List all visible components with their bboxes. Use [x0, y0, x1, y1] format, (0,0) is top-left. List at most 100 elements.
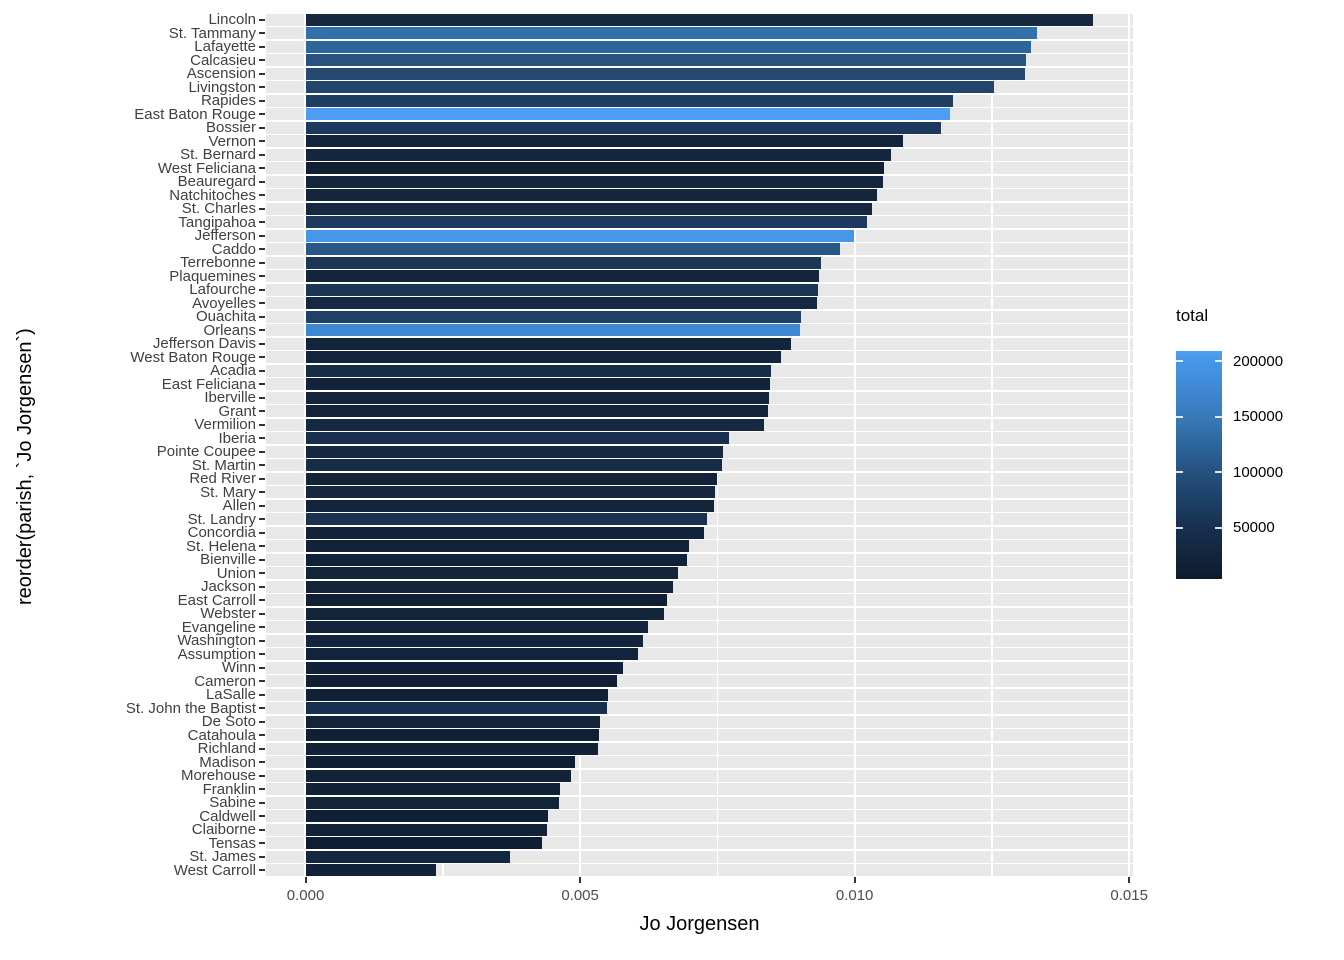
bar — [305, 688, 608, 701]
legend-title: total — [1176, 306, 1209, 325]
y-axis-label: Catahoula — [187, 726, 256, 744]
y-axis-label: Terrebonne — [180, 254, 256, 272]
bar — [305, 675, 618, 688]
y-tick-mark — [259, 477, 265, 480]
y-tick-mark — [259, 545, 265, 548]
major-gridline — [1128, 13, 1131, 877]
bar — [305, 756, 576, 769]
bar — [305, 648, 638, 661]
legend-tick-label: 150000 — [1233, 408, 1284, 426]
y-axis-label: Jefferson Davis — [152, 335, 256, 353]
y-axis-label: Madison — [199, 753, 256, 771]
bar — [305, 67, 1025, 80]
y-tick-mark — [259, 815, 265, 818]
bar — [305, 81, 994, 94]
bar — [305, 634, 644, 647]
bar — [305, 13, 1093, 26]
bar — [305, 567, 678, 580]
minor-gridline — [442, 13, 444, 877]
y-tick-mark — [259, 275, 265, 278]
y-tick-mark — [259, 855, 265, 858]
y-tick-mark — [259, 666, 265, 669]
x-tick-label: 0.015 — [1110, 887, 1148, 904]
y-axis-label: Pointe Coupee — [156, 443, 256, 461]
bar — [305, 823, 547, 836]
y-tick-mark — [259, 113, 265, 116]
y-axis-label: St. Helena — [185, 537, 256, 555]
y-tick-mark — [259, 531, 265, 534]
y-axis-label: Lafayette — [194, 38, 256, 56]
y-tick-mark — [259, 329, 265, 332]
y-axis-label: Tangipahoa — [178, 213, 256, 231]
legend-gradient-bar — [1176, 351, 1222, 579]
y-axis-label: Iberville — [204, 389, 256, 407]
legend-tick-label: 100000 — [1233, 463, 1284, 481]
bar — [305, 351, 781, 364]
x-tick-mark — [579, 877, 582, 883]
y-tick-mark — [259, 153, 265, 156]
bar — [305, 432, 730, 445]
y-axis-label: LaSalle — [205, 686, 256, 704]
x-tick-mark — [1128, 877, 1131, 883]
y-axis-label: West Feliciana — [157, 159, 256, 177]
y-axis-label: Acadia — [210, 362, 256, 380]
y-axis-label: Grant — [218, 402, 256, 420]
y-axis-label: Ascension — [186, 65, 256, 83]
minor-gridline — [991, 13, 993, 877]
bar — [305, 283, 819, 296]
y-tick-mark — [259, 180, 265, 183]
bar — [305, 297, 817, 310]
y-tick-mark — [259, 59, 265, 62]
x-tick-mark — [853, 877, 856, 883]
y-tick-mark — [259, 639, 265, 642]
minor-gridline — [716, 13, 719, 877]
x-tick-label: 0.005 — [561, 887, 599, 904]
y-tick-mark — [259, 234, 265, 237]
y-axis-label: Bossier — [205, 119, 256, 137]
legend-tick-mark — [1215, 526, 1222, 529]
y-tick-mark — [259, 680, 265, 683]
bar — [305, 499, 715, 512]
y-axis-label: Richland — [197, 740, 256, 758]
bar — [305, 229, 854, 242]
y-axis-label: Vermilion — [194, 416, 256, 434]
legend-tick-mark — [1215, 415, 1222, 418]
bar — [305, 189, 878, 202]
bar — [305, 94, 953, 107]
bar — [305, 175, 883, 188]
bar — [305, 270, 819, 283]
x-axis-title: Jo Jorgensen — [639, 913, 760, 935]
y-axis-label: West Baton Rouge — [130, 348, 256, 366]
y-axis-label: St. Charles — [181, 200, 256, 218]
bar — [305, 526, 704, 539]
y-tick-mark — [259, 315, 265, 318]
y-tick-mark — [259, 842, 265, 845]
y-tick-mark — [259, 86, 265, 89]
bar — [305, 810, 548, 823]
y-axis-title: reorder(parish, `Jo Jorgensen`) — [14, 328, 36, 605]
y-axis-label: St. James — [189, 848, 256, 866]
bar — [305, 162, 884, 175]
y-tick-mark — [259, 194, 265, 197]
y-axis-label: Livingston — [188, 78, 256, 96]
y-axis-label: East Feliciana — [161, 375, 256, 393]
bar — [305, 769, 571, 782]
bar — [305, 459, 722, 472]
x-tick-label: 0.010 — [835, 887, 874, 904]
bar — [305, 108, 950, 121]
y-tick-mark — [259, 720, 265, 723]
y-tick-mark — [259, 167, 265, 170]
bar-track — [266, 864, 1133, 877]
x-tick-mark — [304, 877, 307, 883]
y-tick-mark — [259, 207, 265, 210]
bar — [305, 742, 598, 755]
bar — [305, 661, 623, 674]
y-axis-label: Morehouse — [180, 767, 256, 785]
y-tick-mark — [259, 288, 265, 291]
y-axis-label: Iberia — [218, 429, 256, 447]
y-axis-label: Washington — [177, 632, 256, 650]
bar — [305, 310, 801, 323]
y-tick-mark — [259, 18, 265, 21]
y-tick-mark — [259, 788, 265, 791]
